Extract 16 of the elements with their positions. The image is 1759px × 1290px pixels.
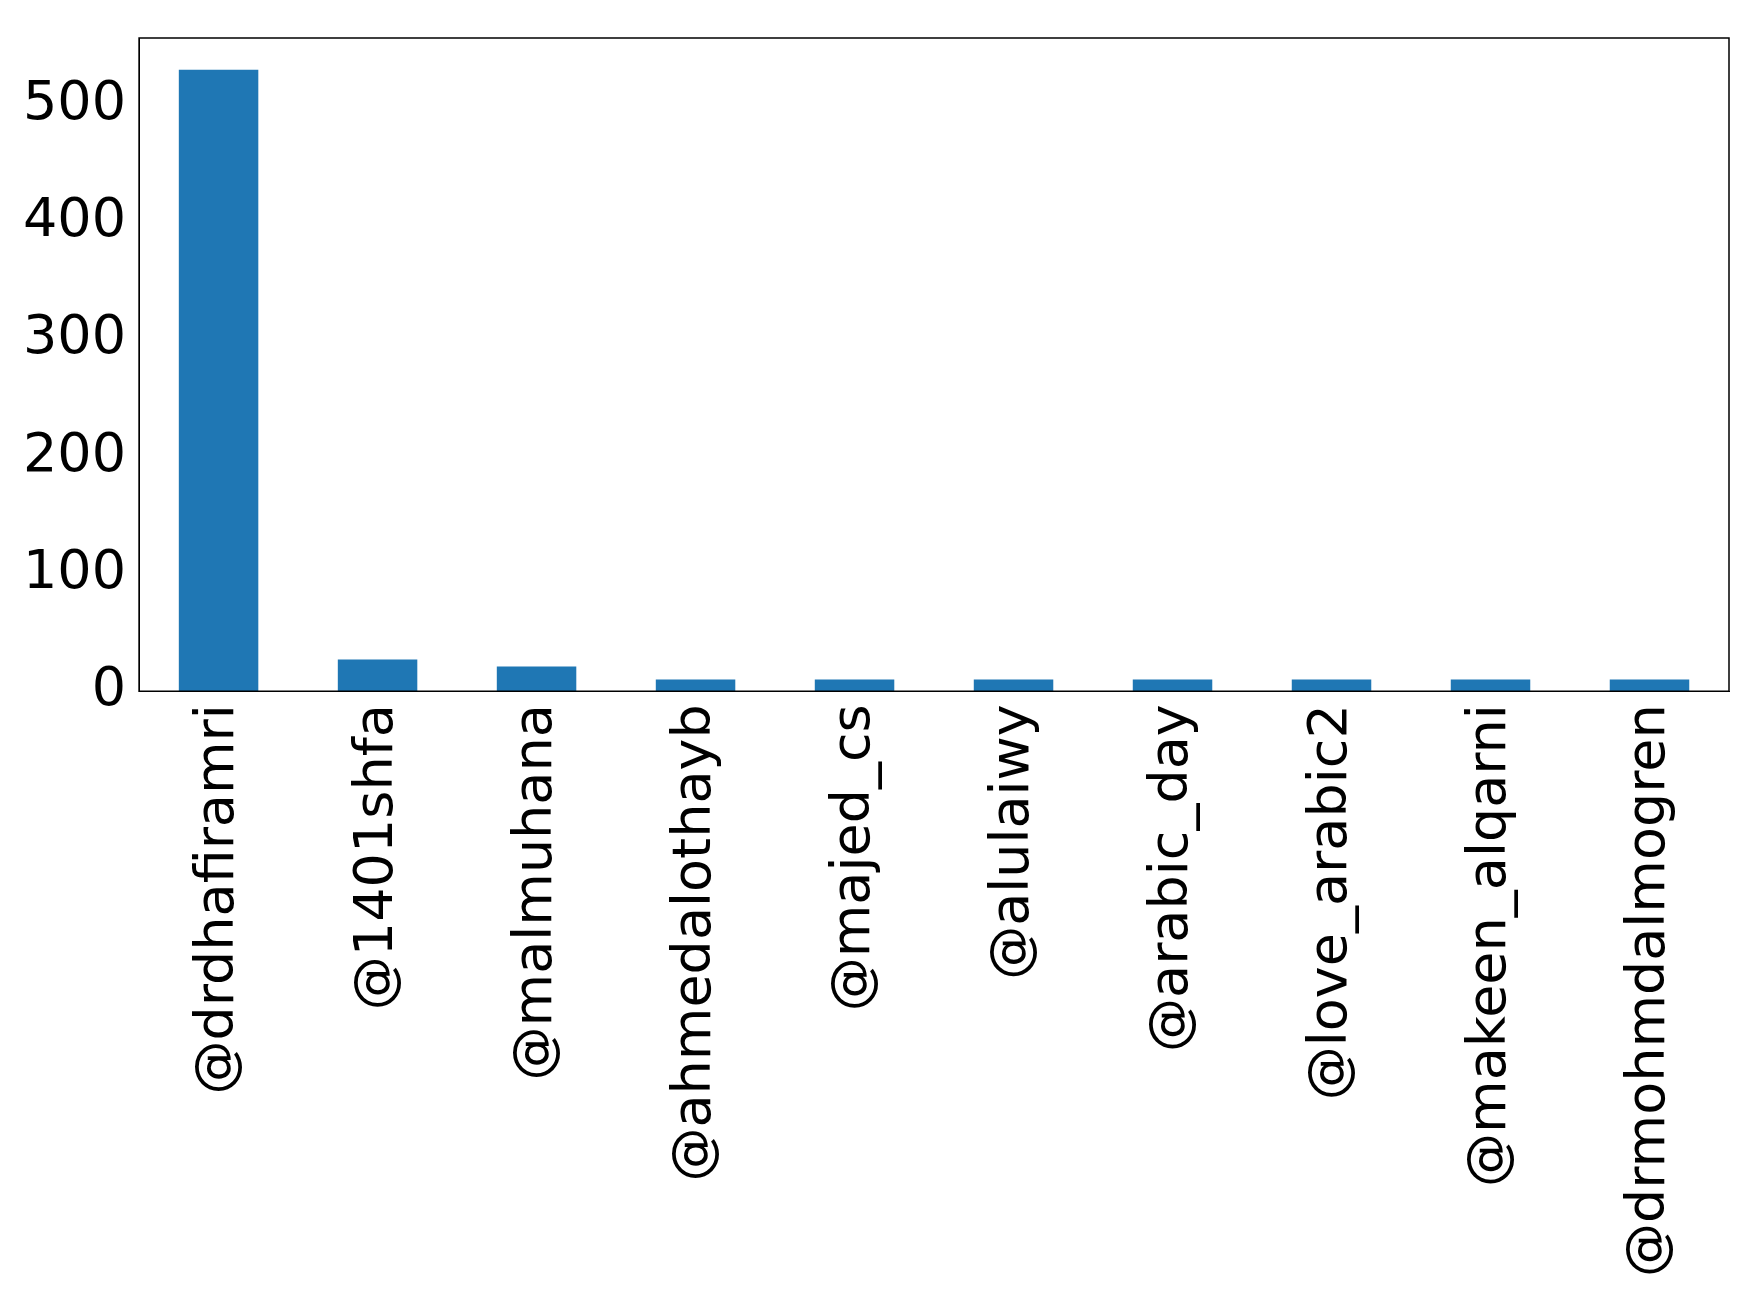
x-tick-label: @love_arabic2 [1295,704,1359,1101]
x-tick-label: @1401shfa [341,704,405,1011]
y-tick-label: 200 [22,420,127,484]
x-tick-label: @malmuhana [500,704,564,1081]
x-tick-label: @drmohmdalmogren [1613,704,1677,1277]
y-tick-label: 300 [22,303,127,367]
x-tick-label: @alulaiwy [977,704,1041,980]
x-tick-label: @ahmedalothayb [659,704,723,1182]
x-tick-label: @arabic_day [1136,704,1200,1052]
x-tick-label: @drdhafiramri [182,704,246,1095]
y-tick-label: 100 [22,538,127,601]
y-tick-label: 0 [91,655,127,719]
x-tick-label: @majed_cs [818,704,882,1012]
y-tick-label: 400 [22,186,127,250]
y-tick-label: 500 [22,68,127,132]
x-tick-label: @makeen_alqarni [1454,704,1518,1187]
